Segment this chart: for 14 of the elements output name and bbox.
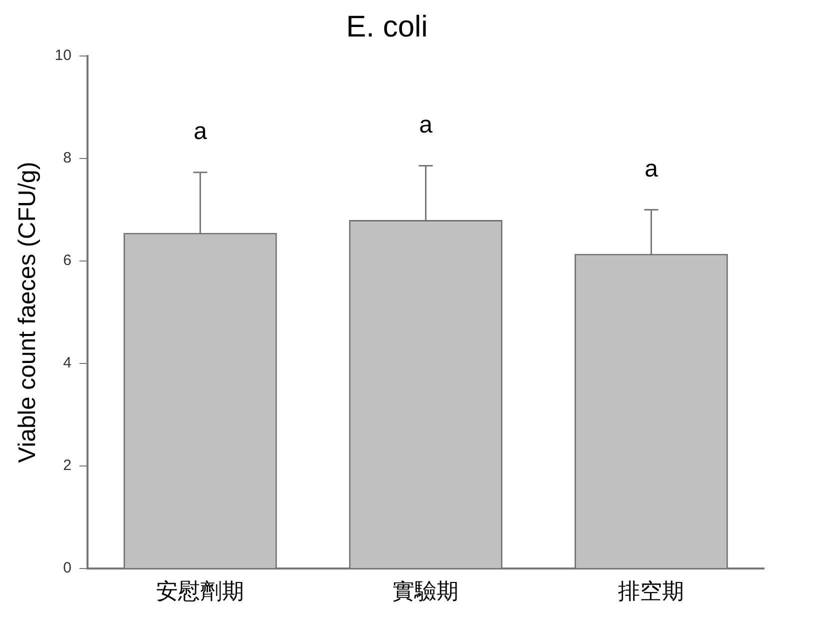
annotation: a	[419, 111, 434, 138]
y-tick-label: 6	[63, 252, 72, 270]
x-tick-label: 排空期	[618, 578, 684, 604]
x-tick-label: 安慰劑期	[156, 578, 244, 604]
y-tick-label: 8	[63, 150, 72, 167]
annotation: a	[194, 118, 208, 145]
y-tick-label: 4	[63, 354, 72, 372]
y-axis-title: Viable count faeces (CFU/g)	[14, 162, 42, 463]
annotation: a	[644, 155, 659, 182]
y-tick-label: 0	[63, 560, 72, 577]
x-tick-label: 實驗期	[392, 578, 459, 604]
chart-title: E. coli	[346, 10, 428, 44]
y-tick-label: 10	[54, 47, 72, 64]
y-tick-label: 2	[63, 457, 72, 474]
